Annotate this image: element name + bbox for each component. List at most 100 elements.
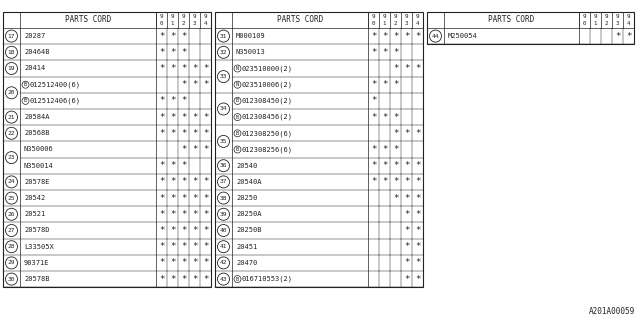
Text: *: * xyxy=(404,194,409,203)
Text: *: * xyxy=(181,64,186,73)
Text: 1: 1 xyxy=(594,21,597,26)
Text: *: * xyxy=(615,32,620,41)
Text: *: * xyxy=(415,129,420,138)
Text: *: * xyxy=(181,129,186,138)
Text: 9: 9 xyxy=(605,14,608,19)
Text: 9: 9 xyxy=(416,14,419,19)
Text: *: * xyxy=(170,242,175,251)
Text: *: * xyxy=(404,64,409,73)
Text: 20540A: 20540A xyxy=(236,179,262,185)
Text: *: * xyxy=(415,32,420,41)
Text: B: B xyxy=(236,276,239,282)
Text: *: * xyxy=(371,177,376,186)
Bar xyxy=(427,12,634,44)
Text: 26: 26 xyxy=(8,212,15,217)
Text: *: * xyxy=(181,32,186,41)
Text: *: * xyxy=(203,64,208,73)
Text: *: * xyxy=(203,226,208,235)
Text: *: * xyxy=(170,275,175,284)
Text: 17: 17 xyxy=(8,34,15,39)
Text: 20250A: 20250A xyxy=(236,211,262,217)
Text: 023510000(2): 023510000(2) xyxy=(242,65,293,72)
Text: *: * xyxy=(203,275,208,284)
Text: *: * xyxy=(170,226,175,235)
Text: 20521: 20521 xyxy=(24,211,45,217)
Text: 38: 38 xyxy=(220,196,227,201)
Text: *: * xyxy=(181,113,186,122)
Text: 20578D: 20578D xyxy=(24,228,49,234)
Text: *: * xyxy=(393,161,398,170)
Text: 29: 29 xyxy=(8,260,15,265)
Text: *: * xyxy=(393,80,398,89)
Text: 35: 35 xyxy=(220,139,227,144)
Text: *: * xyxy=(382,161,387,170)
Text: *: * xyxy=(404,32,409,41)
Text: *: * xyxy=(159,258,164,268)
Text: 24: 24 xyxy=(8,180,15,184)
Text: 20464B: 20464B xyxy=(24,49,49,55)
Text: *: * xyxy=(415,210,420,219)
Text: *: * xyxy=(192,275,197,284)
Text: 30: 30 xyxy=(8,276,15,282)
Text: *: * xyxy=(371,48,376,57)
Text: *: * xyxy=(159,96,164,105)
Text: *: * xyxy=(371,80,376,89)
Text: 9: 9 xyxy=(182,14,185,19)
Text: 4: 4 xyxy=(416,21,419,26)
Text: *: * xyxy=(159,64,164,73)
Text: 0: 0 xyxy=(583,21,586,26)
Text: L33505X: L33505X xyxy=(24,244,54,250)
Text: 20568B: 20568B xyxy=(24,130,49,136)
Text: A201A00059: A201A00059 xyxy=(589,307,635,316)
Text: 22: 22 xyxy=(8,131,15,136)
Text: *: * xyxy=(203,80,208,89)
Text: *: * xyxy=(181,177,186,186)
Text: *: * xyxy=(159,161,164,170)
Text: *: * xyxy=(159,113,164,122)
Text: *: * xyxy=(170,161,175,170)
Text: *: * xyxy=(192,177,197,186)
Text: 4: 4 xyxy=(204,21,207,26)
Text: N: N xyxy=(236,66,239,71)
Text: *: * xyxy=(415,242,420,251)
Text: 90371E: 90371E xyxy=(24,260,49,266)
Text: 012308250(6): 012308250(6) xyxy=(242,130,293,137)
Text: 9: 9 xyxy=(171,14,174,19)
Text: B: B xyxy=(236,147,239,152)
Text: 31: 31 xyxy=(220,34,227,39)
Text: 20578B: 20578B xyxy=(24,276,49,282)
Text: *: * xyxy=(203,194,208,203)
Text: 20451: 20451 xyxy=(236,244,257,250)
Text: 012512406(6): 012512406(6) xyxy=(30,98,81,104)
Text: *: * xyxy=(393,129,398,138)
Text: 41: 41 xyxy=(220,244,227,249)
Text: N: N xyxy=(236,82,239,87)
Text: *: * xyxy=(181,210,186,219)
Text: 34: 34 xyxy=(220,107,227,111)
Text: 20287: 20287 xyxy=(24,33,45,39)
Text: B: B xyxy=(236,99,239,103)
Text: *: * xyxy=(170,32,175,41)
Text: *: * xyxy=(393,48,398,57)
Text: *: * xyxy=(181,242,186,251)
Text: *: * xyxy=(393,113,398,122)
Text: *: * xyxy=(203,129,208,138)
Text: 3: 3 xyxy=(193,21,196,26)
Text: *: * xyxy=(382,48,387,57)
Text: 23: 23 xyxy=(8,155,15,160)
Text: *: * xyxy=(203,258,208,268)
Text: *: * xyxy=(371,145,376,154)
Text: 1: 1 xyxy=(171,21,174,26)
Text: *: * xyxy=(393,194,398,203)
Text: 012308256(6): 012308256(6) xyxy=(242,146,293,153)
Text: 2: 2 xyxy=(182,21,185,26)
Text: N350014: N350014 xyxy=(24,163,54,169)
Text: *: * xyxy=(159,226,164,235)
Text: M250054: M250054 xyxy=(448,33,477,39)
Text: 9: 9 xyxy=(583,14,586,19)
Text: *: * xyxy=(159,210,164,219)
Text: 9: 9 xyxy=(193,14,196,19)
Text: *: * xyxy=(192,258,197,268)
Text: *: * xyxy=(181,226,186,235)
Text: *: * xyxy=(404,226,409,235)
